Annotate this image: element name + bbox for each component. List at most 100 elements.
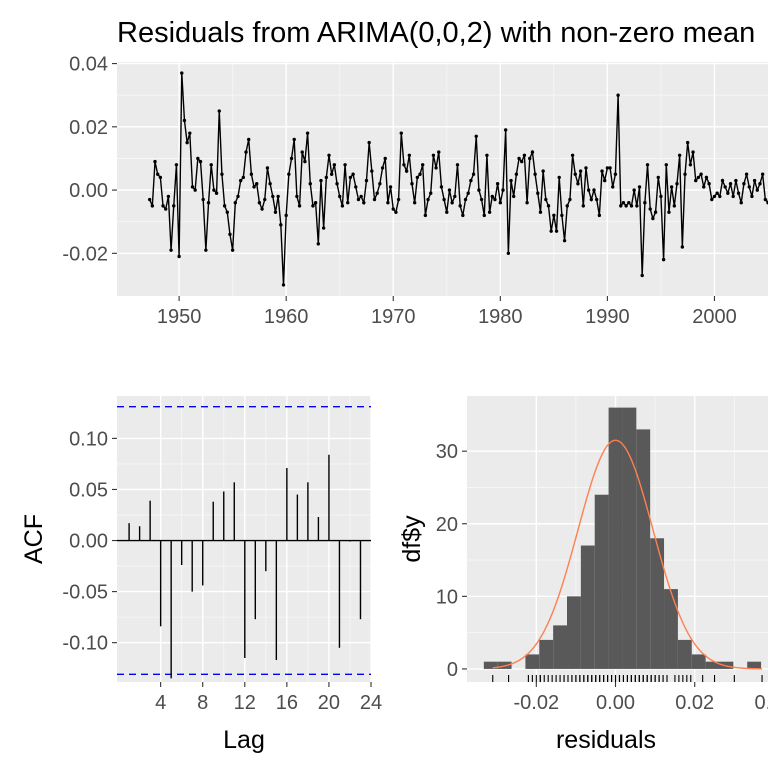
residual-point (346, 201, 350, 205)
residual-point (546, 204, 551, 208)
residual-point (536, 191, 540, 195)
residual-point (241, 175, 246, 180)
residual-point (380, 166, 385, 170)
acf-panel: -0.10 -0.05 0.00 0.05 0.10 4 8 12 16 20 24 Lag ACF (20, 396, 382, 754)
residual-point (726, 191, 730, 195)
residual-point (755, 188, 759, 192)
residual-point (522, 153, 527, 157)
x-tick-label: 1960 (264, 306, 309, 328)
residual-point (271, 194, 275, 199)
residual-point (720, 178, 725, 183)
residual-point (214, 191, 219, 195)
residual-point (520, 159, 524, 164)
residual-point (396, 197, 401, 202)
residual-point (338, 194, 342, 199)
residual-point (284, 213, 288, 218)
histogram-bar (747, 661, 762, 669)
y-tick-label: 0.04 (69, 54, 108, 76)
residual-point (228, 232, 232, 237)
y-tick-label: 0.02 (69, 117, 108, 139)
x-tick-label: 1970 (371, 306, 416, 328)
residual-point (410, 182, 414, 186)
x-tick-label: 12 (234, 692, 256, 714)
residual-point (659, 194, 663, 199)
residuals-series-line (149, 73, 768, 285)
residual-point (356, 197, 361, 202)
residual-point (164, 207, 168, 211)
residual-point (279, 223, 283, 227)
residual-point (252, 185, 256, 189)
residual-point (627, 201, 631, 205)
residual-point (263, 197, 267, 202)
residual-point (340, 204, 345, 208)
x-tick-label: -0.02 (514, 692, 560, 714)
residual-point (552, 213, 556, 218)
residual-point (172, 204, 176, 208)
residual-point (471, 172, 476, 176)
residual-point (206, 201, 211, 205)
histogram-bar (608, 407, 623, 669)
residual-point (731, 194, 735, 199)
residual-point (482, 213, 486, 218)
residual-point (747, 185, 751, 189)
residual-point (672, 204, 677, 208)
residual-point (447, 188, 452, 192)
residual-point (257, 201, 262, 205)
histogram-rug (492, 675, 763, 682)
residual-point (300, 150, 304, 154)
residual-point (680, 245, 685, 249)
histogram-bar (594, 494, 609, 669)
residual-point (329, 172, 334, 176)
acf-axes: -0.10 -0.05 0.00 0.05 0.10 4 8 12 16 20 24 (62, 428, 382, 714)
histogram-bar (664, 589, 678, 669)
histogram-bar (650, 538, 665, 669)
residual-point (704, 175, 709, 180)
y-tick-label: -0.05 (62, 582, 108, 604)
residual-point (605, 166, 610, 170)
y-tick-label: 0.10 (69, 428, 108, 450)
residual-point (201, 197, 205, 202)
histogram-bar (483, 661, 498, 669)
residual-point (702, 185, 706, 189)
residual-point (506, 251, 511, 256)
residual-point (573, 172, 577, 176)
residual-point (343, 163, 347, 167)
residual-point (736, 191, 741, 195)
acf-bars (117, 406, 371, 679)
residual-point (463, 197, 468, 202)
residual-point (554, 229, 559, 233)
residual-point (640, 273, 644, 278)
residual-point (565, 204, 569, 208)
residual-point (608, 166, 612, 170)
residual-point (255, 182, 259, 186)
residual-point (493, 197, 497, 202)
residual-point (600, 169, 604, 173)
residual-point (578, 169, 583, 173)
residual-point (624, 204, 628, 208)
residual-point (209, 163, 213, 167)
residual-point (402, 163, 406, 167)
residual-point (752, 178, 757, 183)
histogram-bars (483, 407, 762, 669)
residual-point (528, 156, 532, 161)
y-tick-label: 0.00 (69, 531, 108, 553)
residual-point (645, 163, 650, 167)
y-tick-label: 0.05 (69, 479, 108, 501)
residual-point (477, 188, 481, 192)
residual-point (404, 169, 409, 173)
histogram-y-axis-title: df$y (398, 515, 426, 563)
residual-point (180, 71, 184, 75)
x-tick-label: 20 (318, 692, 340, 714)
residual-point (651, 216, 655, 221)
residual-point (586, 188, 591, 192)
residual-point (581, 204, 586, 208)
residual-point (570, 153, 575, 157)
residuals-panel: Residuals from ARIMA(0,0,2) with non-zer… (62, 17, 768, 328)
residual-point (265, 166, 270, 170)
residual-point (351, 172, 355, 176)
x-tick-label: 8 (197, 692, 208, 714)
residual-point (418, 172, 422, 176)
residual-point (744, 172, 749, 176)
residual-point (198, 159, 203, 164)
residual-point (501, 188, 505, 192)
